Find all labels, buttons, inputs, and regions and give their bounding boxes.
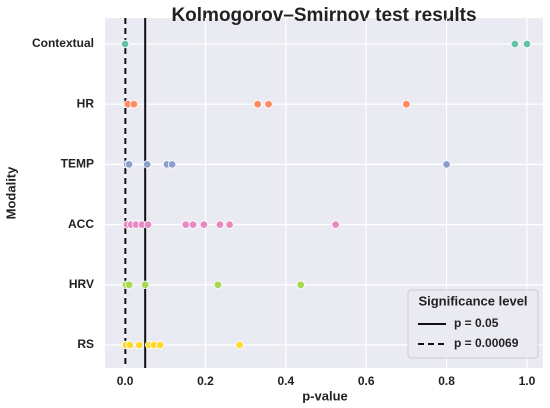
point bbox=[142, 160, 152, 169]
point bbox=[129, 99, 139, 109]
point bbox=[120, 39, 130, 49]
point bbox=[143, 220, 153, 229]
point bbox=[125, 340, 135, 350]
y-tick-label: ACC bbox=[68, 217, 94, 231]
y-axis-label: Modality bbox=[3, 166, 18, 219]
point bbox=[199, 220, 209, 229]
point bbox=[155, 340, 165, 350]
point bbox=[522, 39, 532, 49]
x-tick-label: 0.8 bbox=[438, 374, 455, 388]
x-tick-label: 0.0 bbox=[117, 374, 134, 388]
legend-label: p = 0.00069 bbox=[454, 336, 519, 350]
point bbox=[213, 280, 223, 289]
point bbox=[264, 99, 273, 109]
y-tick-label: RS bbox=[77, 337, 94, 351]
legend-label: p = 0.05 bbox=[454, 316, 499, 330]
legend-box bbox=[407, 289, 539, 359]
point bbox=[167, 160, 177, 169]
point bbox=[510, 39, 520, 49]
point bbox=[215, 220, 225, 229]
chart-title: Kolmogorov–Smirnov test results bbox=[171, 5, 476, 26]
point bbox=[296, 280, 305, 289]
y-tick-label: HR bbox=[77, 96, 95, 110]
point bbox=[140, 280, 150, 289]
point bbox=[225, 220, 234, 229]
point bbox=[134, 340, 144, 350]
point bbox=[253, 99, 262, 109]
point bbox=[181, 220, 190, 229]
y-tick-label: Contextual bbox=[32, 36, 94, 50]
x-tick-label: 0.2 bbox=[197, 374, 214, 388]
point bbox=[124, 280, 134, 289]
x-tick-label: 0.4 bbox=[277, 374, 294, 388]
x-axis-label: p-value bbox=[302, 388, 348, 403]
point bbox=[442, 160, 451, 169]
point bbox=[235, 340, 244, 350]
point bbox=[124, 160, 134, 169]
point bbox=[331, 220, 340, 229]
x-tick-label: 0.6 bbox=[358, 374, 375, 388]
x-tick-label: 1.0 bbox=[519, 374, 536, 388]
legend-title: Significance level bbox=[418, 293, 527, 308]
point bbox=[188, 220, 198, 229]
point bbox=[402, 99, 411, 109]
y-tick-label: TEMP bbox=[61, 157, 94, 171]
y-tick-label: HRV bbox=[69, 277, 94, 291]
